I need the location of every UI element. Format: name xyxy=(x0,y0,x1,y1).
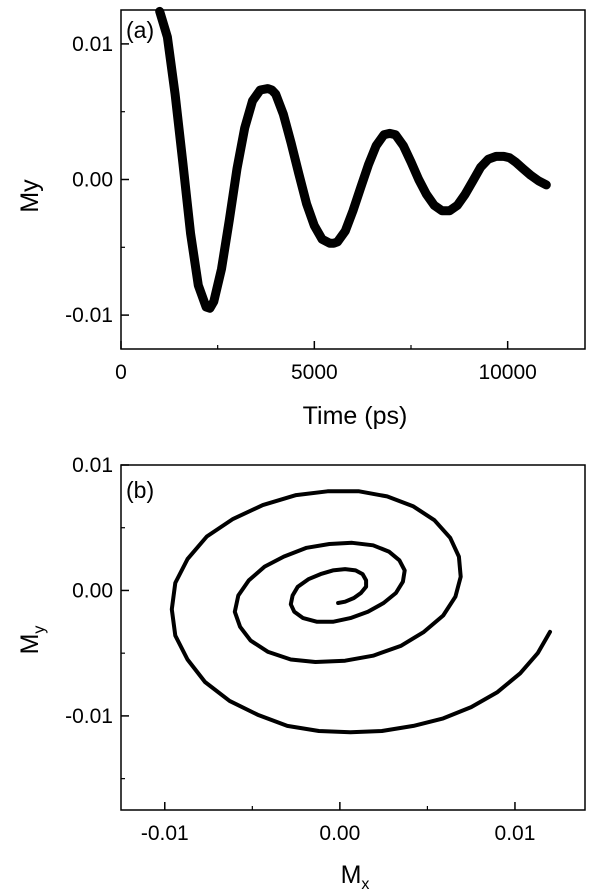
panel-b-ticks: -0.01 0.00 0.01 0.01 0.00 -0.01 xyxy=(65,454,535,845)
panel-b-x-axis-label-sub: x xyxy=(361,876,369,889)
panel-a-ticks: 0 5000 10000 0.01 0.00 -0.01 xyxy=(65,33,537,384)
panel-b-x-axis-label: Mx xyxy=(341,861,370,889)
panel-a-plot-frame xyxy=(120,9,586,350)
panel-b-y-tick-label: 0.00 xyxy=(72,579,113,602)
panel-a: 0 5000 10000 0.01 0.00 -0.01 (a) Time (ps) My xyxy=(16,6,586,430)
panel-a-x-tick-label: 5000 xyxy=(291,361,338,384)
panel-a-series-line xyxy=(155,6,551,313)
panel-b-plot-frame xyxy=(120,464,586,811)
panel-b-y-axis-label-sub: y xyxy=(31,626,48,634)
panel-b: -0.01 0.00 0.01 0.01 0.00 -0.01 (b) Mx My xyxy=(16,454,586,889)
panel-b-series-line xyxy=(169,489,552,735)
panel-a-y-tick-label: 0.01 xyxy=(72,33,113,56)
panel-b-x-axis-label-main: M xyxy=(341,861,362,889)
panel-a-x-axis-label: Time (ps) xyxy=(303,402,408,430)
panel-b-y-axis-label-main: M xyxy=(16,634,44,655)
panel-a-label: (a) xyxy=(126,17,154,43)
panel-b-x-tick-label: 0.00 xyxy=(319,822,360,845)
panel-a-series xyxy=(155,6,551,313)
panel-b-label: (b) xyxy=(126,477,154,503)
panel-a-x-tick-label: 0 xyxy=(115,361,127,384)
panel-a-y-tick-label: -0.01 xyxy=(65,304,113,327)
panel-b-series xyxy=(169,489,552,735)
panel-a-y-axis-label: My xyxy=(16,179,44,213)
panel-b-x-tick-label: 0.01 xyxy=(495,822,536,845)
panel-b-x-tick-label: -0.01 xyxy=(141,822,189,845)
panel-b-y-tick-label: 0.01 xyxy=(72,454,113,477)
panel-a-y-tick-label: 0.00 xyxy=(72,169,113,192)
panel-b-y-axis-label: My xyxy=(16,626,48,655)
panel-b-y-tick-label: -0.01 xyxy=(65,705,113,728)
panel-a-x-tick-label: 10000 xyxy=(478,361,536,384)
